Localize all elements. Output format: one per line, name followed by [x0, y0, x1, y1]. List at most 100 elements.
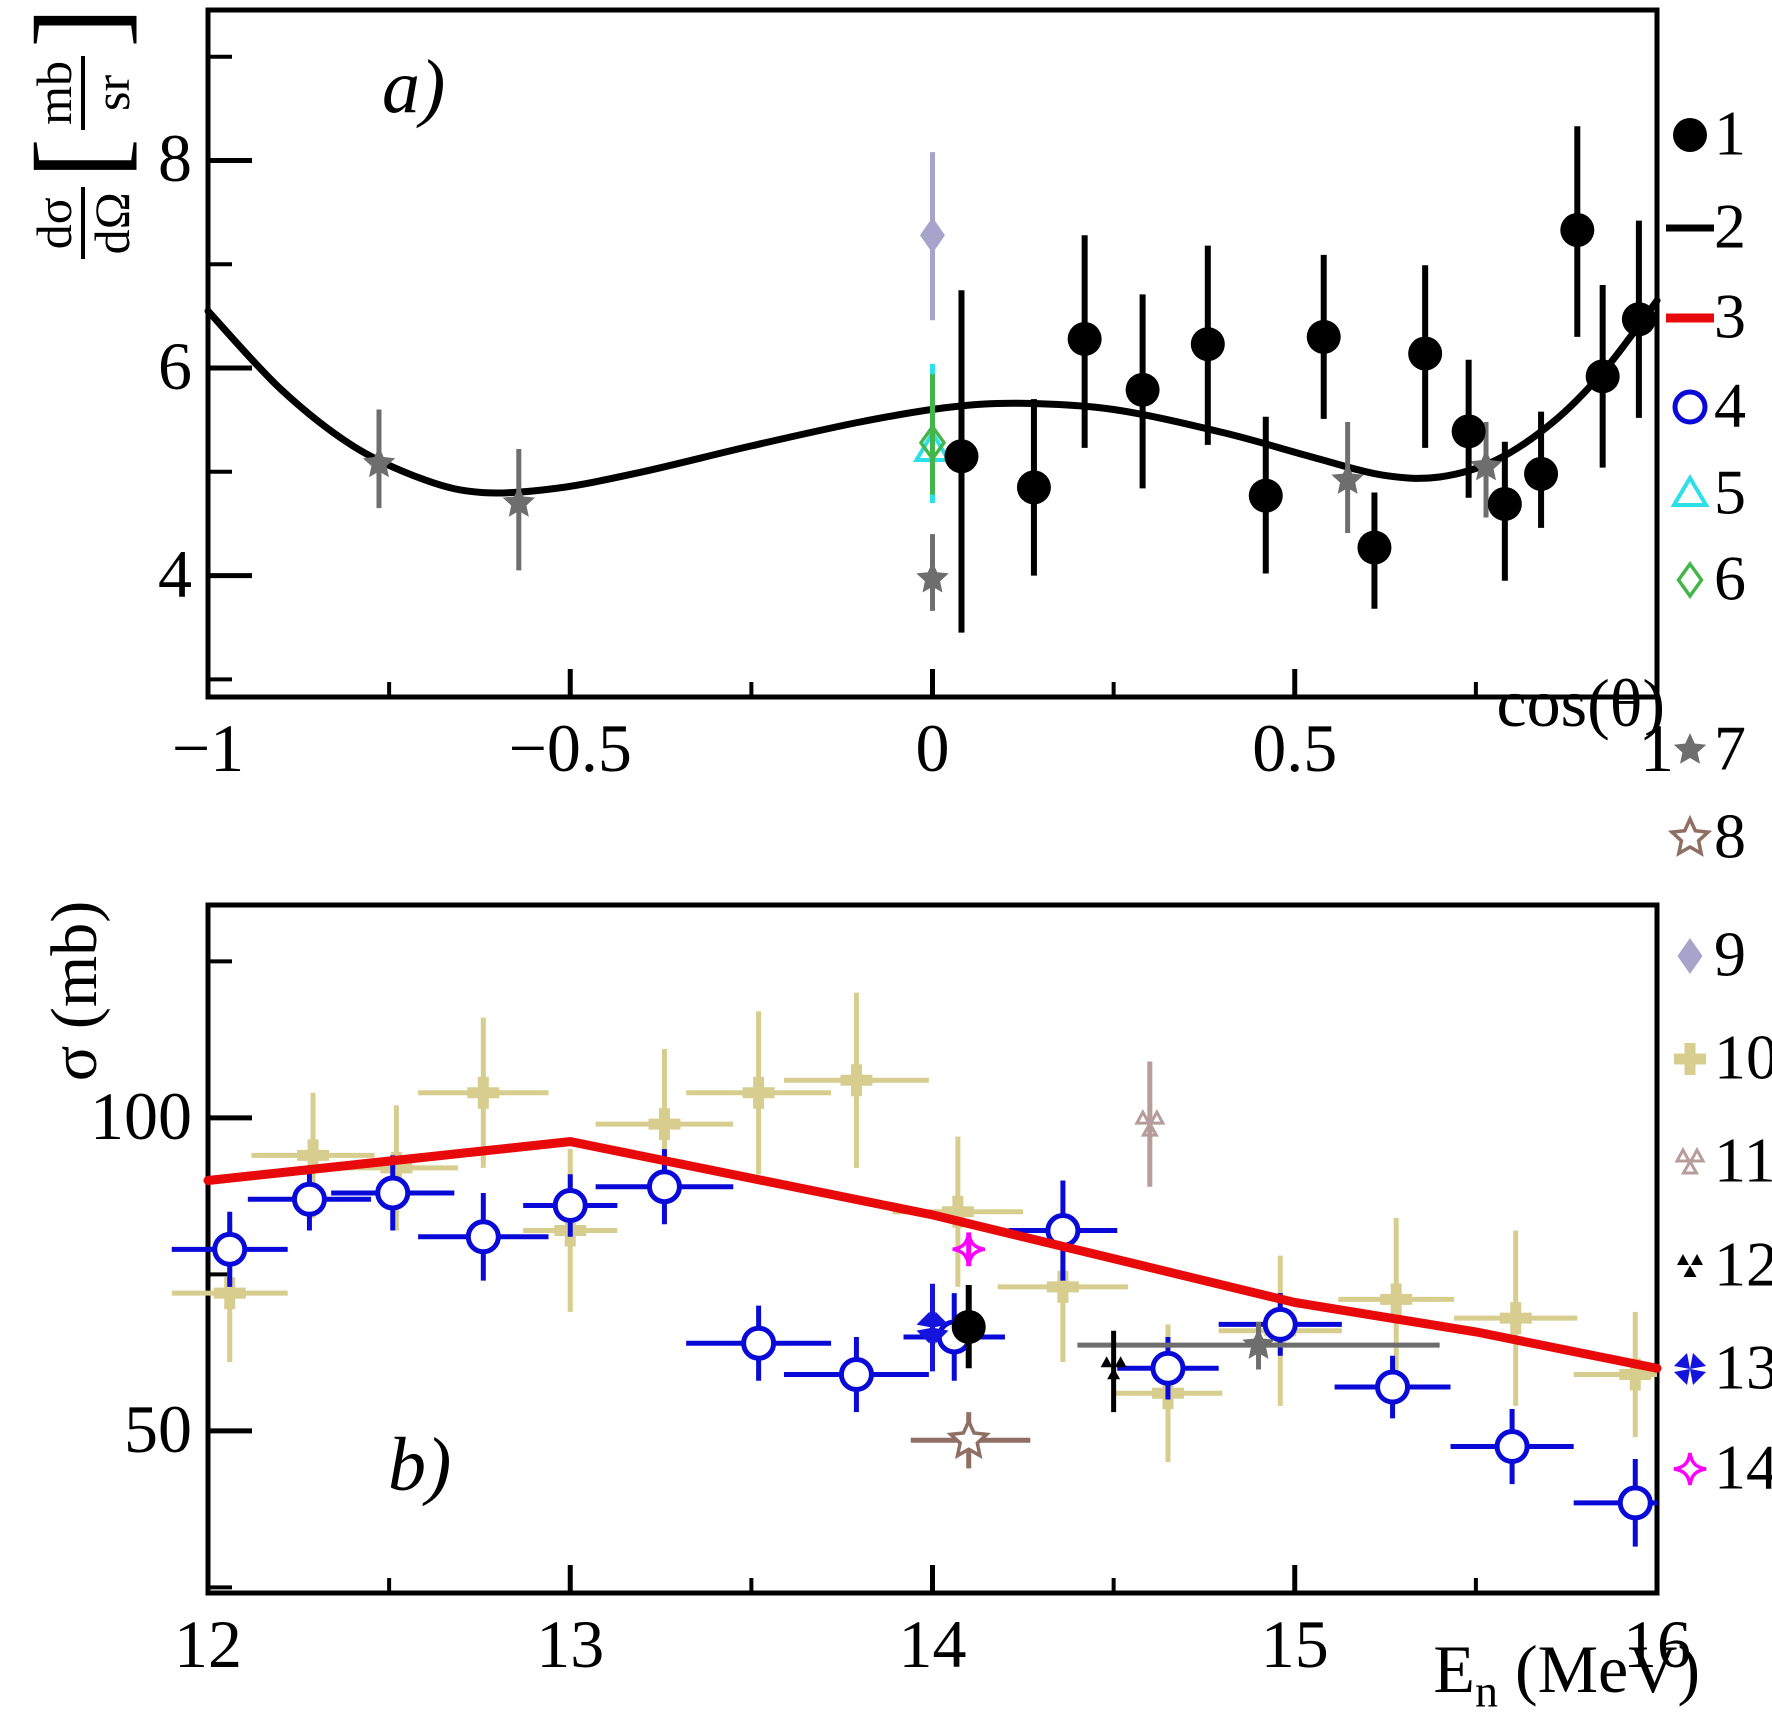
- marker-open-circle: [1375, 1369, 1411, 1405]
- marker-full-diamond: [920, 217, 945, 254]
- marker-open-triangle: [1670, 474, 1710, 507]
- panel_a-axes: [205, 7, 1660, 700]
- panel_b-x-tick-label: 16: [1623, 1606, 1691, 1682]
- marker-full-x-triangles: [1674, 1353, 1706, 1385]
- marker-full-star: [1331, 463, 1364, 494]
- legend: [1666, 118, 1714, 1486]
- legend-label-9: 9: [1714, 918, 1746, 990]
- panel_b-series-8: [910, 1412, 1031, 1469]
- marker-open-circle: [646, 1169, 682, 1205]
- legend-label-13: 13: [1714, 1331, 1772, 1403]
- marker-full-star: [1242, 1328, 1275, 1359]
- marker-full-circle: [1125, 372, 1160, 407]
- energy-symbol: E: [1433, 1631, 1475, 1707]
- panel_a-x-tick-label: 0: [915, 710, 950, 786]
- legend-label-2: 2: [1714, 190, 1746, 262]
- panel_b-curve-3: [203, 1137, 1662, 1373]
- marker-open-star: [1667, 814, 1713, 857]
- marker-open-circle: [1494, 1429, 1530, 1465]
- sigma-mb-label: σ (mb): [38, 900, 111, 1082]
- marker-full-star: [362, 446, 396, 478]
- legend-label-1: 1: [1714, 97, 1746, 169]
- marker-full-circle: [1357, 530, 1392, 565]
- panel_a-x-tick-label: 0.5: [1252, 710, 1338, 786]
- legend-label-4: 4: [1714, 369, 1746, 441]
- marker-full-circle: [1451, 414, 1486, 449]
- marker-full-star: [916, 561, 949, 593]
- legend-label-3: 3: [1714, 280, 1746, 352]
- panel-b-x-axis-title: En (MeV): [1330, 1630, 1700, 1718]
- legend-label-5: 5: [1714, 456, 1746, 528]
- unit-close-bracket: ]: [10, 6, 148, 48]
- marker-open-four-star: [952, 1232, 986, 1266]
- legend-label-10: 10: [1714, 1021, 1772, 1093]
- marker-full-cross: [1674, 1043, 1706, 1075]
- legend-label-11: 11: [1714, 1124, 1772, 1196]
- marker-open-circle: [1262, 1306, 1298, 1342]
- marker-open-circle: [1672, 389, 1708, 425]
- marker-full-cross: [380, 1151, 413, 1184]
- marker-full-circle: [1560, 213, 1595, 248]
- panel_a-frame: [205, 7, 1660, 700]
- panel_a-series-6: [918, 374, 947, 495]
- marker-full-star: [1673, 733, 1707, 764]
- panel_b-series-11: [1134, 1061, 1166, 1187]
- marker-full-three-triangles: [1100, 1356, 1127, 1380]
- marker-full-circle: [1190, 327, 1225, 362]
- marker-full-cross: [742, 1076, 775, 1109]
- panel-a-label: a): [382, 45, 446, 129]
- panel-b-y-axis-title: σ (mb): [34, 884, 116, 1098]
- marker-full-three-triangles: [1677, 1254, 1703, 1277]
- panel_a-y-tick-label: 4: [158, 535, 192, 612]
- panel_a-y-tick-label: 8: [158, 120, 192, 197]
- marker-open-star: [946, 1417, 991, 1460]
- marker-full-cross: [941, 1195, 974, 1228]
- marker-full-cross: [213, 1277, 246, 1310]
- marker-open-circle: [375, 1175, 411, 1211]
- marker-full-cross: [648, 1108, 681, 1141]
- marker-full-circle: [1306, 319, 1341, 354]
- marker-full-cross: [1046, 1270, 1079, 1303]
- marker-full-cross: [840, 1064, 873, 1097]
- marker-open-circle: [291, 1181, 327, 1217]
- marker-full-circle: [1067, 321, 1102, 356]
- panel_b-x-tick-label: 13: [536, 1606, 605, 1682]
- panel_b-x-tick-label: 12: [174, 1606, 242, 1682]
- marker-full-x-triangles: [916, 1311, 949, 1344]
- legend-label-14: 14: [1714, 1431, 1772, 1503]
- marker-open-three-triangles: [1134, 1108, 1166, 1137]
- marker-open-circle: [212, 1231, 248, 1267]
- panel_a-series-9: [920, 152, 945, 321]
- marker-full-circle: [1248, 478, 1283, 513]
- panel-a-x-axis-title: cos(θ): [1496, 665, 1665, 741]
- panel_b-y-tick-label: 50: [124, 1390, 192, 1467]
- marker-open-circle: [465, 1219, 501, 1255]
- marker-open-circle: [552, 1187, 588, 1223]
- panel_b-series-7: [1077, 1321, 1440, 1370]
- panel_b-series-3: [203, 1137, 1662, 1373]
- marker-full-circle: [1524, 456, 1559, 491]
- marker-full-circle: [1016, 470, 1051, 505]
- panel-b-label: b): [388, 1423, 452, 1507]
- marker-full-circle: [944, 439, 979, 474]
- legend-label-8: 8: [1714, 800, 1746, 872]
- panel_a-y-tick-label: 6: [158, 327, 192, 404]
- marker-full-cross: [467, 1076, 500, 1109]
- panel_a-series-7: [362, 409, 1503, 611]
- marker-full-circle: [1408, 336, 1443, 371]
- marker-open-circle: [1617, 1485, 1653, 1521]
- marker-open-four-star: [1673, 1452, 1707, 1486]
- marker-full-star: [1469, 449, 1503, 481]
- panel_b-x-tick-label: 15: [1260, 1606, 1329, 1682]
- marker-open-diamond: [1676, 561, 1704, 599]
- energy-subscript: n: [1474, 1665, 1498, 1717]
- panel_a-x-tick-label: 1: [1640, 710, 1674, 786]
- marker-full-cross: [1619, 1358, 1652, 1391]
- panel_b-y-tick-label: 100: [90, 1077, 192, 1154]
- marker-open-circle: [838, 1357, 874, 1393]
- marker-full-diamond: [1677, 938, 1703, 974]
- marker-open-three-triangles: [1674, 1146, 1706, 1175]
- marker-full-circle: [1621, 302, 1656, 337]
